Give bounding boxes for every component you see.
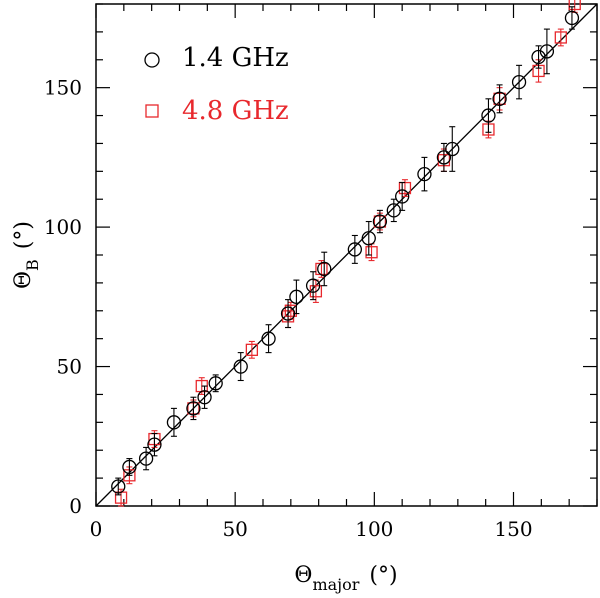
x-axis-symbol: Θ [294, 563, 312, 588]
y-axis-subscript: B [23, 259, 42, 271]
data-point [245, 343, 259, 356]
data-point [395, 189, 410, 204]
data-point [361, 231, 376, 246]
data-point [554, 31, 567, 44]
y-axis-symbol: Θ [11, 271, 36, 289]
series-group [111, 0, 581, 507]
data-point [564, 10, 580, 26]
legend: 1.4 GHz 4.8 GHz [144, 43, 289, 126]
reference-line-group [95, 3, 598, 507]
y-tick-label: 50 [57, 355, 82, 379]
data-point [305, 278, 321, 293]
x-axis-unit: (°) [369, 563, 397, 588]
data-point [138, 451, 154, 466]
legend-label-1: 1.4 GHz [182, 43, 289, 73]
data-point [511, 74, 527, 90]
data-point [166, 415, 182, 430]
series-1-4-ghz [111, 6, 580, 496]
y-axis-unit: (°) [11, 221, 36, 249]
legend-label-2: 4.8 GHz [182, 96, 289, 126]
data-point [481, 108, 496, 123]
x-tick-label: 100 [355, 517, 393, 541]
legend-marker-square [145, 104, 159, 118]
x-tick-label: 0 [90, 517, 103, 541]
y-axis-label: ΘB (°) [11, 221, 42, 289]
x-tick-label: 150 [494, 517, 532, 541]
reference-line [95, 3, 598, 507]
data-point [197, 390, 212, 405]
data-point [568, 0, 581, 11]
data-point [417, 166, 432, 182]
data-point [208, 376, 223, 391]
data-point [186, 401, 201, 416]
legend-marker-circle [144, 52, 160, 68]
data-point [372, 214, 388, 229]
x-axis-label: Θmajor (°) [294, 563, 397, 594]
data-point [365, 246, 378, 259]
data-point [111, 479, 126, 494]
data-point [445, 141, 460, 157]
axis-ticks: 0 50 100 150 0 50 100 150 [44, 3, 598, 541]
data-point [317, 261, 332, 277]
data-point [233, 359, 248, 374]
y-tick-label: 100 [44, 215, 82, 239]
data-point [261, 331, 276, 346]
data-point [539, 44, 555, 59]
data-point [492, 91, 507, 106]
y-tick-label: 0 [69, 494, 82, 518]
data-point [347, 242, 363, 257]
x-tick-label: 50 [222, 517, 247, 541]
data-point [289, 289, 304, 304]
x-axis-subscript: major [312, 575, 359, 594]
data-point [147, 437, 162, 452]
data-point [122, 459, 137, 475]
data-point [436, 150, 452, 165]
y-tick-label: 150 [44, 76, 82, 100]
